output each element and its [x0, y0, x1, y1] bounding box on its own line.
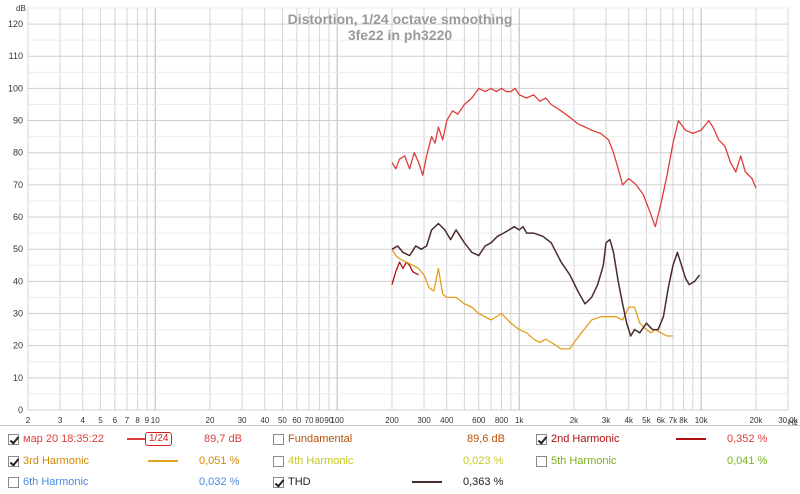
series-main-line [391, 87, 757, 228]
x-tick-label: 5 [98, 416, 103, 425]
x-tick-label: 70 [305, 416, 314, 425]
legend-h2-swatch [676, 428, 706, 450]
x-tick-label: 100 [331, 416, 345, 425]
y-axis-unit: dB [16, 4, 26, 13]
x-tick-label: 3 [58, 416, 63, 425]
x-tick-label: 6 [113, 416, 118, 425]
x-tick-label: 3k [602, 416, 611, 425]
x-tick-label: 10 [151, 416, 160, 425]
x-tick-label: 1k [515, 416, 524, 425]
plot-frame [27, 7, 789, 411]
y-tick-label: 50 [13, 244, 23, 254]
x-tick-label: 200 [385, 416, 399, 425]
legend-h3-checkbox[interactable] [8, 450, 19, 472]
legend-thd-value: 0,363 % [463, 476, 504, 488]
y-tick-label: 0 [18, 405, 23, 415]
legend-h3-label[interactable]: 3rd Harmonic [23, 455, 90, 467]
y-tick-label: 60 [13, 212, 23, 222]
legend-panel: мар 20 18:35:22 1/24 89,7 dB Fundamental… [0, 425, 800, 494]
x-tick-label: 8 [135, 416, 140, 425]
legend-main-checkbox[interactable] [8, 428, 19, 450]
x-tick-label: 90 [324, 416, 333, 425]
main-swatch [127, 438, 145, 440]
x-tick-label: 8k [679, 416, 688, 425]
legend-h2-value: 0,352 % [727, 433, 768, 445]
legend-h6-value: 0,032 % [199, 476, 240, 488]
x-tick-label: 9 [145, 416, 150, 425]
x-tick-label: 10k [695, 416, 709, 425]
legend-h6-label[interactable]: 6th Harmonic [23, 476, 89, 488]
x-tick-label: 5k [642, 416, 651, 425]
x-axis-unit: Hz [788, 418, 798, 425]
chart-subtitle: 3fe22 in ph3220 [348, 27, 452, 43]
x-tick-label: 7k [669, 416, 678, 425]
y-tick-label: 10 [13, 373, 23, 383]
y-tick-label: 90 [13, 116, 23, 126]
legend-h5-value: 0,041 % [727, 455, 768, 467]
x-tick-label: 300 [417, 416, 431, 425]
y-tick-label: 100 [8, 83, 23, 93]
y-tick-label: 80 [13, 148, 23, 158]
legend-h5-checkbox[interactable] [536, 450, 547, 472]
x-tick-label: 4 [81, 416, 86, 425]
y-tick-label: 70 [13, 180, 23, 190]
x-tick-label: 6k [657, 416, 666, 425]
y-tick-label: 40 [13, 276, 23, 286]
series-h2-line [391, 261, 419, 285]
y-tick-label: 30 [13, 309, 23, 319]
legend-h4-label[interactable]: 4th Harmonic [288, 455, 354, 467]
smoothing-badge: 1/24 [145, 432, 173, 446]
legend-h2-label[interactable]: 2nd Harmonic [551, 433, 620, 445]
x-tick-label: 40 [260, 416, 269, 425]
y-tick-label: 20 [13, 341, 23, 351]
legend-thd-swatch [412, 471, 442, 493]
x-tick-label: 7 [125, 416, 130, 425]
legend-row-2: 3rd Harmonic 0,051 % 4th Harmonic 0,023 … [0, 450, 800, 472]
legend-h2-checkbox[interactable] [536, 428, 547, 450]
x-tick-label: 80 [315, 416, 324, 425]
legend-fundamental-label[interactable]: Fundamental [288, 433, 353, 445]
legend-row-3: 6th Harmonic 0,032 % THD 0,363 % [0, 471, 800, 493]
grid [27, 7, 789, 411]
smoothing-selector[interactable]: 1/24 [127, 428, 173, 450]
legend-thd-label[interactable]: THD [288, 476, 311, 488]
distortion-plot: 0 10 20 30 40 50 60 70 80 90 100 110 120 2 3 4 5 6 7 8 9 10 20… [8, 4, 799, 427]
x-tick-label: 2 [26, 416, 31, 425]
legend-fundamental-checkbox[interactable] [273, 428, 284, 450]
y-tick-label: 110 [9, 51, 23, 61]
legend-h5-label[interactable]: 5th Harmonic [551, 455, 617, 467]
legend-thd-checkbox[interactable] [273, 471, 284, 493]
chart-title: Distortion, 1/24 octave smoothing [288, 11, 513, 27]
legend-h3-swatch [148, 450, 178, 472]
x-tick-label: 400 [440, 416, 454, 425]
series-lines [391, 87, 757, 350]
legend-h3-value: 0,051 % [199, 455, 240, 467]
series-h3-line [391, 248, 673, 350]
x-tick-label: 50 [278, 416, 287, 425]
legend-main-value: 89,7 dB [204, 433, 242, 445]
legend-h4-checkbox[interactable] [273, 450, 284, 472]
x-tick-label: 600 [472, 416, 486, 425]
x-tick-label: 30 [238, 416, 247, 425]
legend-h4-value: 0,023 % [463, 455, 504, 467]
x-tick-label: 30,0k [778, 416, 799, 425]
legend-fundamental-value: 89,6 dB [467, 433, 505, 445]
y-tick-label: 120 [8, 19, 23, 29]
legend-row-1: мар 20 18:35:22 1/24 89,7 dB Fundamental… [0, 428, 800, 450]
x-tick-label: 20 [206, 416, 215, 425]
legend-main-label[interactable]: мар 20 18:35:22 [23, 433, 104, 445]
x-tick-label: 60 [292, 416, 301, 425]
legend-h6-checkbox[interactable] [8, 471, 19, 493]
series-thd-line [391, 222, 701, 337]
x-tick-label: 800 [495, 416, 509, 425]
x-tick-label: 20k [750, 416, 764, 425]
x-tick-label: 4k [625, 416, 634, 425]
x-tick-label: 2k [570, 416, 579, 425]
